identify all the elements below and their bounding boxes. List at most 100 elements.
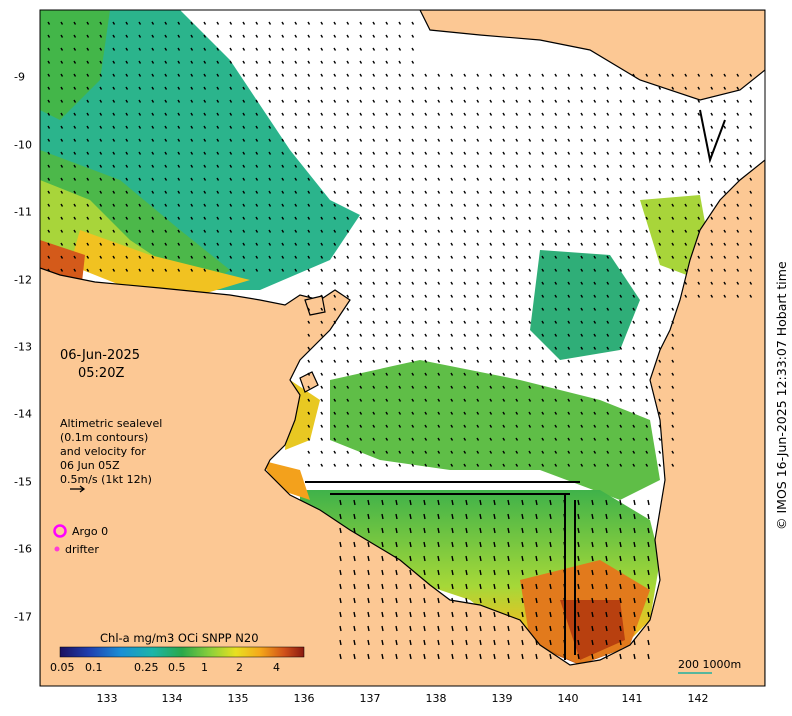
current-vector	[580, 242, 584, 246]
colorbar-tick-label: 0.05	[50, 661, 75, 674]
current-vector	[424, 411, 428, 415]
current-vector	[502, 86, 506, 90]
current-vector	[567, 112, 571, 116]
current-vector	[645, 138, 649, 142]
current-vector	[294, 216, 298, 220]
current-vector	[549, 597, 552, 604]
current-vector	[489, 164, 493, 168]
current-vector	[190, 99, 194, 103]
current-vector	[515, 437, 519, 441]
current-vector	[424, 138, 428, 142]
current-vector	[151, 255, 155, 259]
strong-currents	[305, 109, 726, 660]
current-vector	[710, 112, 714, 116]
desc-line-4: 06 Jun 05Z	[60, 459, 120, 472]
current-vector	[346, 203, 350, 207]
current-vector	[684, 73, 688, 77]
current-vector	[60, 112, 64, 116]
current-vector	[398, 229, 402, 233]
current-vector	[424, 73, 428, 77]
current-vector	[346, 216, 350, 220]
current-vector	[47, 255, 51, 259]
current-vector	[493, 597, 496, 604]
current-vector	[450, 216, 454, 220]
current-vector	[749, 229, 753, 233]
current-vector	[521, 597, 524, 604]
current-vector	[632, 398, 636, 402]
current-vector	[450, 125, 454, 129]
current-vector	[307, 359, 311, 363]
current-vector	[307, 203, 311, 207]
current-vector	[307, 242, 311, 246]
current-vector	[112, 34, 116, 38]
current-vector	[450, 86, 454, 90]
colorbar	[59, 646, 305, 658]
current-vector	[632, 190, 636, 194]
current-vector	[619, 333, 623, 337]
current-vector	[372, 359, 376, 363]
current-vector	[190, 125, 194, 129]
current-vector	[593, 242, 597, 246]
current-vector	[216, 86, 220, 90]
current-vector	[86, 112, 90, 116]
current-vector	[190, 242, 194, 246]
current-vector	[372, 177, 376, 181]
current-vector	[398, 203, 402, 207]
current-vector	[450, 190, 454, 194]
current-vector	[633, 513, 636, 520]
current-vector	[367, 639, 370, 646]
current-vector	[437, 463, 441, 467]
current-vector	[73, 242, 77, 246]
current-vector	[307, 333, 311, 337]
current-vector	[736, 268, 740, 272]
current-vector	[424, 346, 428, 350]
current-vector	[515, 177, 519, 181]
current-vector	[333, 138, 337, 142]
current-vector	[632, 99, 636, 103]
current-vector	[528, 294, 532, 298]
current-vector	[645, 203, 649, 207]
current-vector	[476, 242, 480, 246]
current-vector	[216, 125, 220, 129]
current-vector	[515, 151, 519, 155]
current-vector	[645, 255, 649, 259]
current-vector	[423, 583, 426, 590]
current-vector	[138, 229, 142, 233]
current-vector	[671, 333, 675, 337]
current-vector	[346, 281, 350, 285]
current-vector	[463, 281, 467, 285]
current-vector	[437, 555, 440, 562]
current-vector	[398, 112, 402, 116]
drifter-marker-icon	[54, 546, 60, 552]
current-vector	[112, 177, 116, 181]
current-vector	[541, 151, 545, 155]
current-vector	[632, 73, 636, 77]
current-vector	[476, 346, 480, 350]
current-vector	[697, 112, 701, 116]
current-vector	[73, 21, 77, 25]
current-vector	[151, 86, 155, 90]
current-vector	[333, 255, 337, 259]
current-vector	[372, 307, 376, 311]
current-vector	[229, 125, 233, 129]
current-vector	[515, 86, 519, 90]
current-vector	[398, 73, 402, 77]
current-vector	[423, 513, 426, 520]
current-vector	[86, 86, 90, 90]
current-vector	[359, 398, 363, 402]
current-vector	[125, 99, 129, 103]
current-vector	[398, 138, 402, 142]
current-vector	[619, 569, 622, 576]
current-vector	[451, 611, 454, 618]
current-vector	[554, 216, 558, 220]
current-vector	[372, 73, 376, 77]
current-vector	[423, 597, 426, 604]
current-vector	[359, 138, 363, 142]
current-vector	[521, 513, 524, 520]
current-vector	[736, 138, 740, 142]
current-vector	[307, 34, 311, 38]
current-vector	[424, 307, 428, 311]
current-vector	[86, 21, 90, 25]
current-vector	[697, 255, 701, 259]
current-vector	[99, 242, 103, 246]
